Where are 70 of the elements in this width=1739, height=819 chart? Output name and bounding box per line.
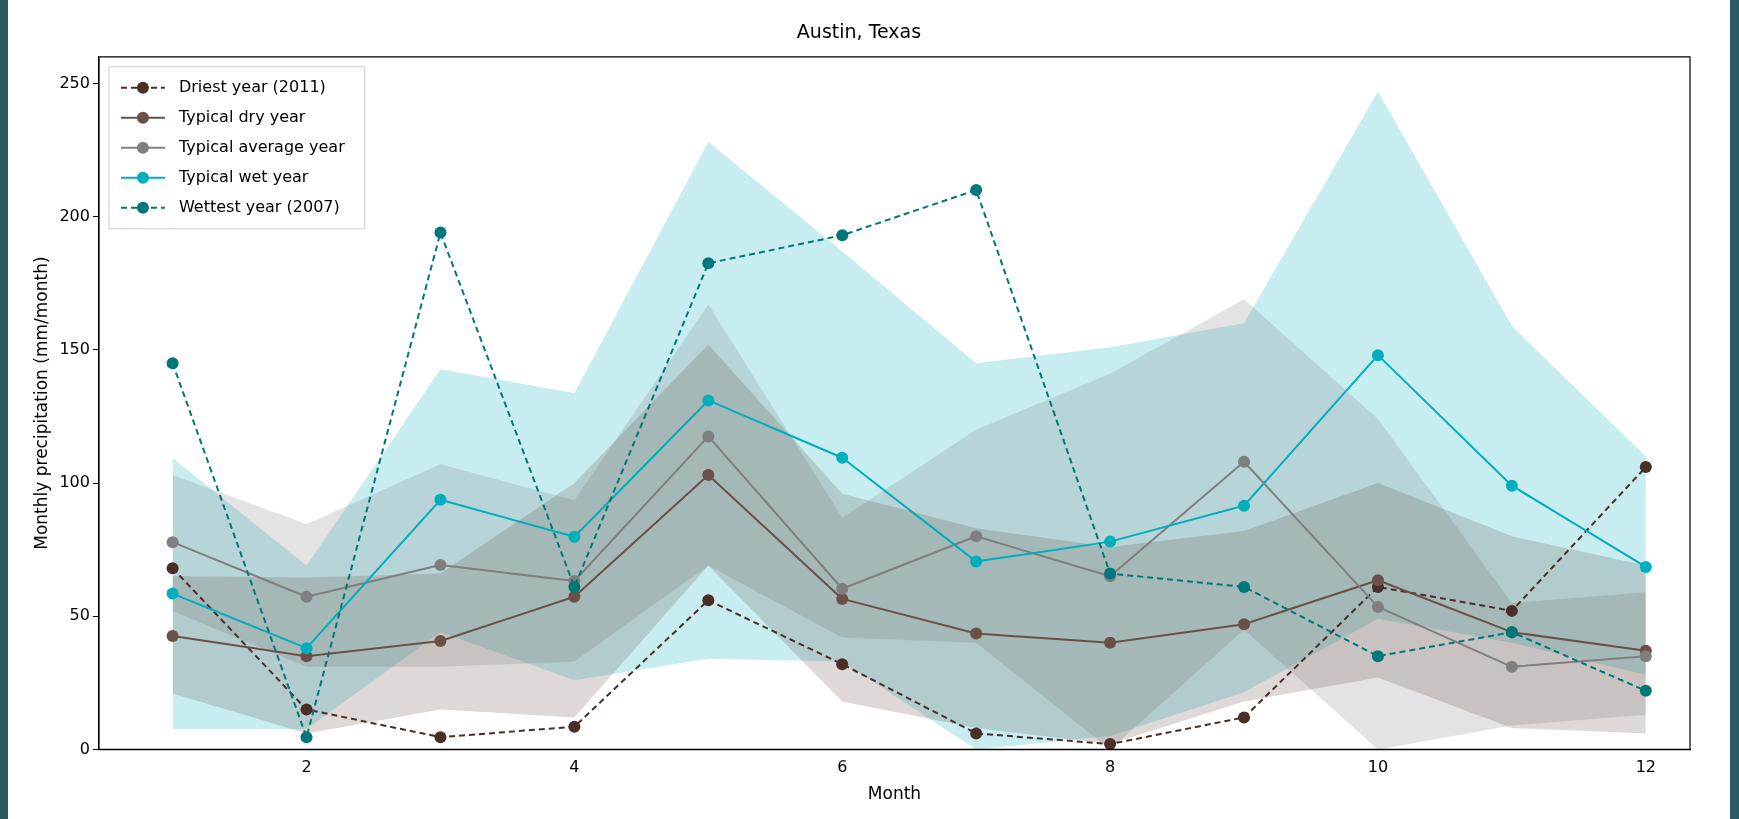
point bbox=[702, 430, 715, 443]
point bbox=[1104, 636, 1117, 649]
point bbox=[1238, 711, 1251, 724]
point bbox=[1104, 738, 1117, 750]
x-axis-title: Month bbox=[867, 783, 922, 804]
point bbox=[166, 357, 179, 370]
legend-label: Typical dry year bbox=[177, 106, 306, 126]
point bbox=[702, 594, 715, 607]
point bbox=[300, 731, 313, 744]
y-tick-label: 200 bbox=[59, 205, 90, 225]
point bbox=[1639, 650, 1652, 663]
point bbox=[166, 587, 179, 600]
point bbox=[568, 720, 581, 733]
point bbox=[1238, 618, 1251, 631]
point bbox=[1371, 650, 1384, 663]
legend-label: Typical wet year bbox=[177, 166, 309, 186]
point bbox=[300, 703, 313, 716]
x-tick-label: 12 bbox=[1635, 757, 1656, 777]
point bbox=[1639, 684, 1652, 697]
x-tick-label: 10 bbox=[1367, 757, 1389, 777]
point bbox=[970, 183, 983, 196]
point bbox=[970, 627, 983, 640]
point bbox=[300, 642, 313, 655]
point bbox=[166, 562, 179, 575]
point bbox=[1238, 455, 1251, 468]
point bbox=[1371, 349, 1384, 362]
point bbox=[1104, 535, 1117, 548]
point bbox=[300, 590, 313, 603]
point bbox=[836, 582, 849, 595]
chart-title: Austin, Texas bbox=[796, 20, 922, 43]
point bbox=[1238, 499, 1251, 512]
x-tick-label: 6 bbox=[837, 757, 848, 777]
point bbox=[568, 580, 581, 593]
point bbox=[434, 559, 447, 572]
legend-label: Driest year (2011) bbox=[178, 76, 326, 96]
point bbox=[702, 257, 715, 270]
point bbox=[1639, 461, 1652, 474]
y-tick-label: 50 bbox=[69, 605, 90, 625]
x-tick-label: 4 bbox=[569, 757, 580, 777]
x-tick-label: 8 bbox=[1105, 757, 1116, 777]
point bbox=[836, 229, 849, 242]
point bbox=[836, 658, 849, 671]
point bbox=[434, 226, 447, 239]
point bbox=[1505, 604, 1518, 617]
point bbox=[702, 394, 715, 407]
point bbox=[1505, 479, 1518, 492]
point bbox=[970, 727, 983, 740]
point bbox=[568, 530, 581, 543]
x-tick-label: 2 bbox=[301, 757, 312, 777]
point bbox=[970, 555, 983, 568]
point bbox=[702, 469, 715, 482]
point bbox=[1371, 600, 1384, 613]
point bbox=[434, 493, 447, 506]
y-tick-label: 250 bbox=[59, 72, 90, 92]
point bbox=[1639, 560, 1652, 573]
point bbox=[434, 634, 447, 647]
point bbox=[434, 731, 447, 744]
point bbox=[166, 536, 179, 549]
y-tick-label: 150 bbox=[59, 338, 90, 358]
point bbox=[836, 451, 849, 464]
legend-label: Typical average year bbox=[177, 136, 346, 156]
y-tick-label: 100 bbox=[59, 472, 90, 492]
point bbox=[166, 629, 179, 642]
legend-label: Wettest year (2007) bbox=[178, 196, 340, 216]
point bbox=[970, 530, 983, 543]
y-axis-title: Monthly precipitation (mm/month) bbox=[30, 256, 51, 550]
point bbox=[1238, 580, 1251, 593]
point bbox=[1371, 574, 1384, 587]
y-tick-label: 0 bbox=[79, 738, 90, 758]
point bbox=[1505, 660, 1518, 673]
